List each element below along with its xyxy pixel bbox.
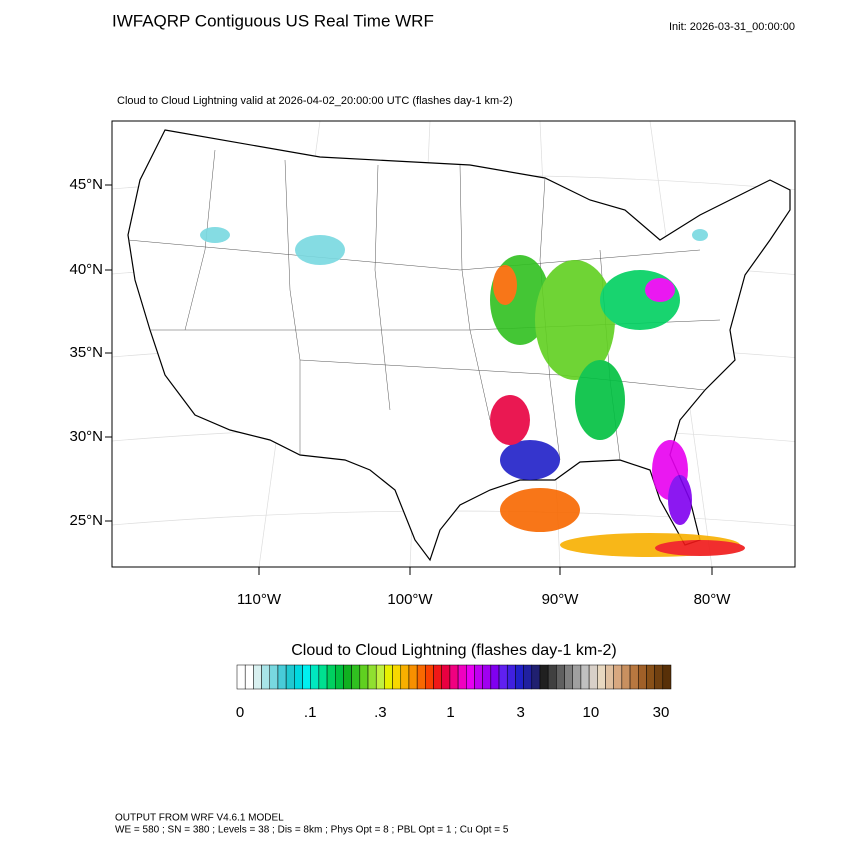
colorbar-box — [441, 664, 451, 690]
colorbar-box — [556, 664, 565, 690]
colorbar-box — [384, 664, 393, 690]
colorbar-box — [449, 664, 459, 690]
colorbar-box — [343, 664, 352, 690]
colorbar-box — [425, 664, 434, 690]
colorbar-title: Cloud to Cloud Lightning (flashes day-1 … — [291, 642, 617, 659]
colorbar-box — [474, 664, 483, 690]
colorbar-box — [646, 664, 655, 690]
colorbar-box — [580, 664, 590, 690]
colorbar-box — [662, 664, 672, 690]
colorbar-label: .1 — [304, 704, 317, 721]
colorbar-box — [588, 664, 598, 690]
title: IWFAQRP Contiguous US Real Time WRF — [112, 11, 434, 30]
colorbar-box — [597, 664, 606, 690]
colorbar-label: 10 — [582, 704, 599, 721]
colorbar-box — [335, 664, 344, 690]
colorbar-box — [523, 664, 533, 690]
colorbar-box — [605, 664, 614, 690]
colorbar-box — [539, 664, 549, 690]
map-frame — [111, 120, 796, 568]
lat-label: 30°N — [69, 428, 103, 445]
colorbar-box — [400, 664, 410, 690]
map — [111, 120, 796, 568]
lat-label: 45°N — [69, 176, 103, 193]
colorbar-box — [244, 664, 254, 690]
lat-label: 25°N — [69, 512, 103, 529]
colorbar-box — [351, 664, 361, 690]
colorbar-box — [531, 664, 541, 690]
colorbar-box — [318, 664, 328, 690]
colorbar-label: 3 — [516, 704, 524, 721]
footer-line: OUTPUT FROM WRF V4.6.1 MODEL — [115, 813, 284, 824]
lat-label: 40°N — [69, 261, 103, 278]
colorbar-label: 30 — [653, 704, 670, 721]
colorbar-box — [236, 664, 246, 690]
colorbar-label: 1 — [446, 704, 454, 721]
colorbar-box — [285, 664, 295, 690]
colorbar-box — [269, 664, 279, 690]
colorbar-box — [490, 664, 500, 690]
colorbar-box — [261, 664, 271, 690]
colorbar-box — [302, 664, 311, 690]
colorbar-box — [613, 664, 623, 690]
colorbar-box — [310, 664, 320, 690]
colorbar-box — [637, 664, 647, 690]
colorbar-box — [572, 664, 582, 690]
lon-label: 90°W — [542, 591, 580, 608]
colorbar-box — [416, 664, 426, 690]
colorbar-box — [253, 664, 262, 690]
colorbar-box — [392, 664, 402, 690]
footer-line: WE = 580 ; SN = 380 ; Levels = 38 ; Dis … — [115, 825, 509, 836]
colorbar-box — [515, 664, 524, 690]
colorbar-box — [547, 664, 557, 690]
map-subtitle: Cloud to Cloud Lightning valid at 2026-0… — [117, 95, 513, 107]
init-time: Init: 2026-03-31_00:00:00 — [669, 21, 795, 33]
colorbar-box — [326, 664, 336, 690]
colorbar-box — [359, 664, 369, 690]
colorbar-box — [294, 664, 303, 690]
colorbar-box — [367, 664, 377, 690]
colorbar-box — [621, 664, 631, 690]
colorbar-box — [498, 664, 508, 690]
colorbar-box — [466, 664, 475, 690]
lightning-field — [200, 227, 745, 557]
colorbar-box — [277, 664, 287, 690]
colorbar-box — [629, 664, 639, 690]
colorbar-box — [408, 664, 418, 690]
lon-label: 80°W — [694, 591, 732, 608]
colorbar-box — [654, 664, 664, 690]
colorbar-box — [457, 664, 467, 690]
colorbar-box — [433, 664, 442, 690]
colorbar-box — [482, 664, 492, 690]
colorbar-box — [564, 664, 573, 690]
colorbar-label: 0 — [236, 704, 244, 721]
lon-label: 110°W — [237, 591, 282, 608]
colorbar-box — [506, 664, 516, 690]
lon-label: 100°W — [387, 591, 433, 608]
lat-label: 35°N — [69, 344, 103, 361]
colorbar-box — [375, 664, 385, 690]
colorbar-label: .3 — [374, 704, 387, 721]
